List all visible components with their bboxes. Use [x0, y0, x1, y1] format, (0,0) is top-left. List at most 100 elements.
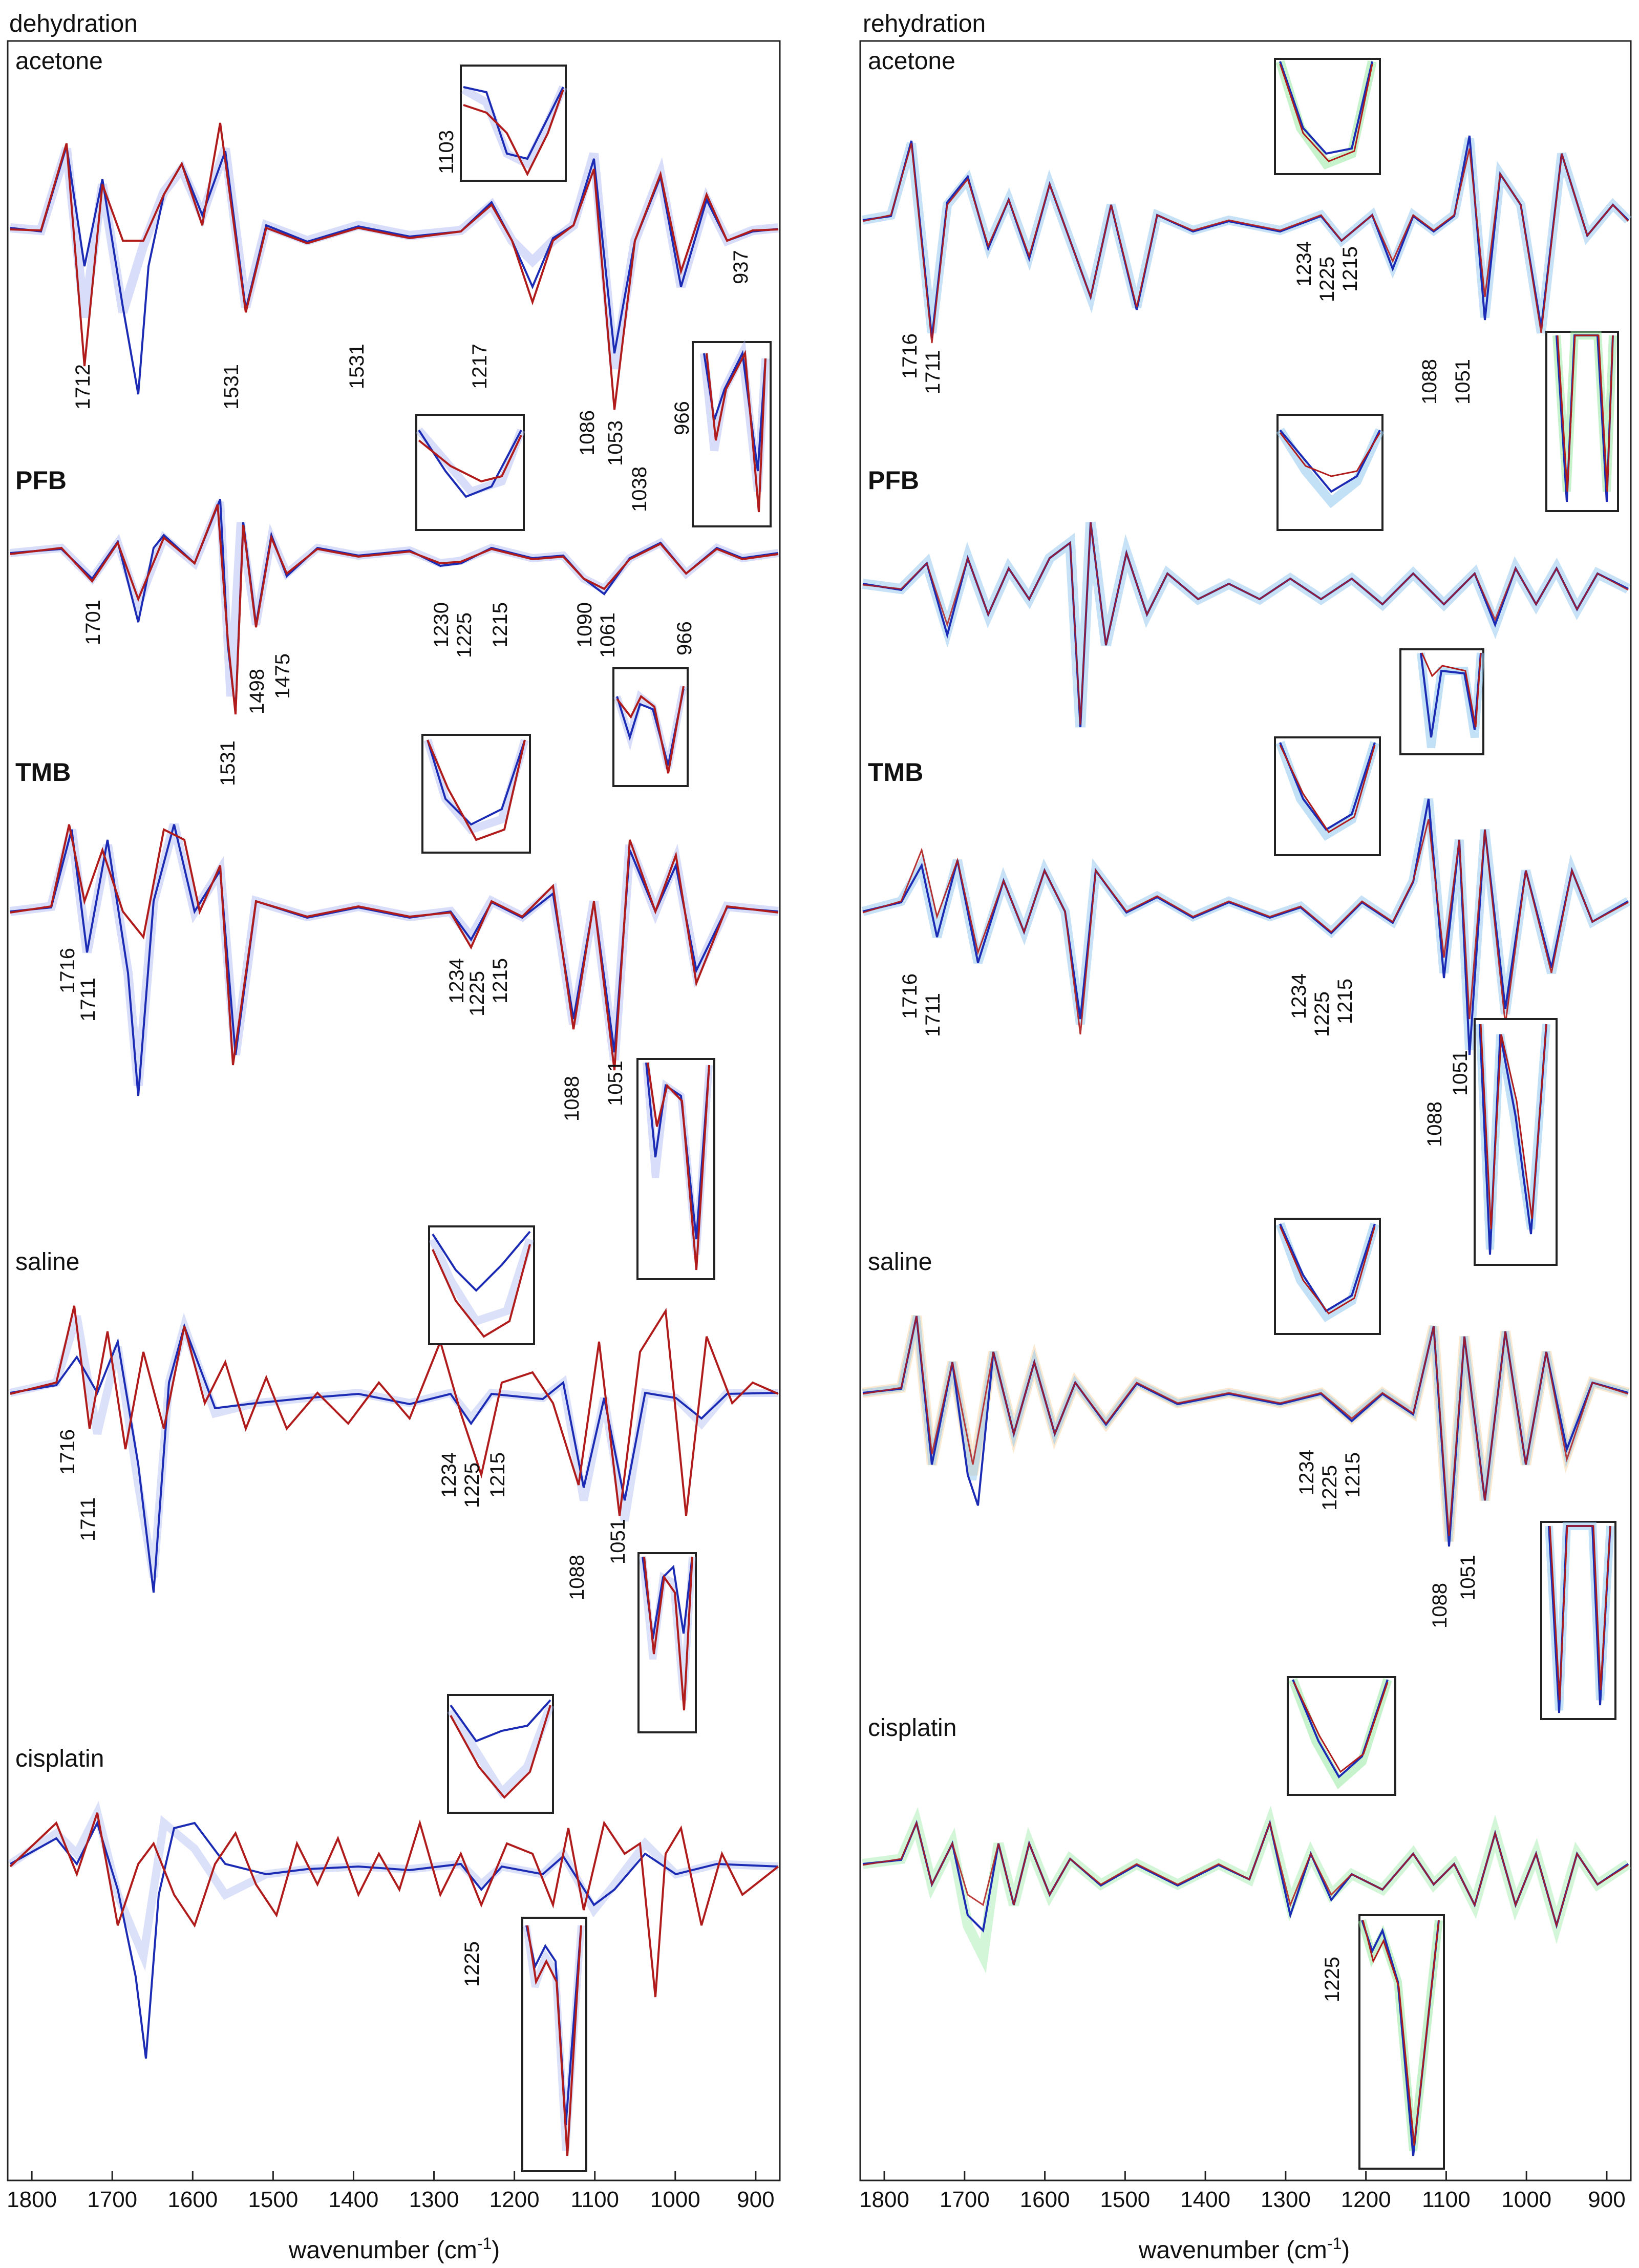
peak-label: 966: [673, 621, 696, 655]
peak-label: 1711: [922, 993, 944, 1037]
x-tick-label: 1000: [650, 2187, 700, 2212]
inset-dehydration-acetone-2: [692, 339, 772, 527]
x-tick-label: 1800: [859, 2187, 909, 2212]
inset-dehydration-acetone-1: [460, 65, 567, 182]
inset-dehydration-tmb-1: [421, 734, 531, 854]
spectra-rehydration-tmb: [861, 798, 1631, 1055]
spectra-rehydration-cisplatin: [862, 1805, 1631, 1974]
peak-label: 1088: [561, 1076, 583, 1121]
peak-label: 1215: [1339, 246, 1361, 292]
peak-label: 1712: [72, 364, 94, 410]
inset-rehydration-cisplatin-1: [1287, 1676, 1396, 1796]
group-label-acetone: acetone: [868, 48, 955, 75]
band2-rehydration-saline: [862, 1315, 1629, 1542]
x-tick-label: 1300: [1261, 2187, 1311, 2212]
peak-label: 1225: [461, 1941, 483, 1987]
x-tick-label: 1100: [570, 2187, 619, 2212]
peak-label: 1234: [1295, 1450, 1318, 1495]
inset-rehydration-pfb-1: [1276, 414, 1385, 531]
peak-label: 1215: [1342, 1452, 1364, 1498]
x-tick-label: 1100: [1422, 2187, 1471, 2212]
spectra-rehydration-acetone: [862, 135, 1632, 344]
peak-label: 1225: [461, 1462, 483, 1508]
spectra-dehydration-cisplatin: [8, 1801, 779, 2059]
peak-label: 1215: [486, 1452, 509, 1498]
peak-label: 1498: [246, 669, 268, 714]
group-label-pfb: PFB: [15, 466, 67, 495]
peak-label: 1230: [430, 602, 453, 648]
group-label-acetone: acetone: [15, 48, 103, 75]
group-label-tmb: TMB: [15, 758, 71, 787]
peak-label: 1086: [576, 410, 599, 456]
trace-red-rehydration-acetone: [862, 143, 1629, 344]
band-rehydration-cisplatin: [862, 1805, 1631, 1974]
inset-dehydration-pfb-2: [612, 667, 689, 787]
trace-blue-rehydration-pfb: [862, 522, 1629, 728]
x-tick-label: 900: [737, 2187, 774, 2212]
peak-label: 1234: [438, 1452, 460, 1498]
trace-blue-dehydration-tmb: [10, 824, 779, 1096]
x-ticks-rehydration: 1800 1700 1600 1500 1400 1300 1200 1100 1000 900: [859, 2171, 1626, 2212]
spectra-dehydration-saline: [9, 1305, 779, 1593]
peak-label: 1234: [445, 958, 468, 1004]
plot-frame-dehydration: [7, 40, 781, 2181]
trace-red-dehydration-saline: [10, 1305, 779, 1516]
x-tick-label: 1200: [489, 2187, 540, 2212]
x-tick-label: 1000: [1501, 2187, 1551, 2212]
group-label-cisplatin: cisplatin: [15, 1745, 104, 1772]
inset-dehydration-tmb-2: [636, 1058, 715, 1280]
peak-label: 1051: [1449, 1050, 1472, 1096]
peak-label: 1711: [77, 978, 99, 1022]
peak-label: 1531: [220, 364, 243, 410]
trace-red-dehydration-cisplatin: [9, 1812, 779, 1998]
x-tick-label: 900: [1588, 2187, 1625, 2212]
inset-dehydration-cisplatin-1: [447, 1694, 555, 1814]
peak-label: 1225: [1316, 257, 1338, 302]
trace-blue-rehydration-tmb: [862, 798, 1629, 1055]
peak-label: 1225: [453, 612, 476, 658]
peak-label: 1531: [217, 740, 239, 786]
peak-label: 1038: [628, 467, 651, 512]
group-label-tmb: TMB: [868, 758, 923, 787]
trace-red-dehydration-tmb: [10, 824, 779, 1071]
inset-rehydration-acetone-2: [1545, 331, 1619, 512]
peak-label: 1225: [466, 971, 488, 1016]
group-label-saline: saline: [15, 1248, 79, 1276]
peak-label: 1051: [1457, 1555, 1479, 1600]
x-tick-label: 1600: [1020, 2187, 1070, 2212]
spectra-rehydration-saline: [862, 1315, 1630, 1547]
trace-red-dehydration-pfb: [10, 504, 779, 715]
peak-label: 1234: [1293, 241, 1315, 287]
peak-label: 1051: [604, 1061, 627, 1106]
x-tick-label: 1400: [1180, 2187, 1230, 2212]
inset-rehydration-saline-2: [1540, 1521, 1616, 1720]
peak-label: 1103: [435, 130, 458, 174]
peak-label: 1711: [922, 350, 944, 394]
peak-label: 1711: [77, 1497, 99, 1541]
peak-label: 937: [730, 250, 752, 284]
trace-red-dehydration-acetone: [10, 122, 779, 410]
peak-label: 1215: [489, 958, 512, 1004]
peak-label: 1225: [1318, 1465, 1341, 1511]
peak-label: 1225: [1321, 1957, 1344, 2002]
peak-label: 1716: [899, 333, 921, 379]
peak-label: 1716: [56, 1429, 79, 1475]
x-tick-label: 1500: [1100, 2187, 1150, 2212]
x-axis-rehydration: 1800 1700 1600 1500 1400 1300 1200 1100 1000 900 …: [859, 2171, 1626, 2264]
inset-rehydration-saline-1: [1274, 1218, 1381, 1335]
inset-dehydration-saline-1: [428, 1225, 535, 1345]
peak-label: 1088: [566, 1555, 588, 1600]
dehydration-panel: acetone PFB TMB saline cisplatin: [7, 48, 779, 2264]
inset-dehydration-cisplatin-2: [521, 1917, 587, 2172]
band-rehydration-acetone: [862, 137, 1632, 334]
group-label-saline: saline: [868, 1248, 932, 1276]
inset-rehydration-pfb-2: [1399, 648, 1485, 755]
x-axis-title-dehydration: wavenumber (cm-1): [288, 2234, 500, 2264]
x-tick-label: 1400: [329, 2187, 379, 2212]
x-axis-title-rehydration: wavenumber (cm-1): [1138, 2234, 1350, 2264]
peak-label: 1051: [1452, 359, 1474, 405]
peak-label: 1051: [607, 1519, 629, 1564]
x-tick-label: 1700: [87, 2187, 137, 2212]
x-tick-label: 1200: [1341, 2187, 1391, 2212]
